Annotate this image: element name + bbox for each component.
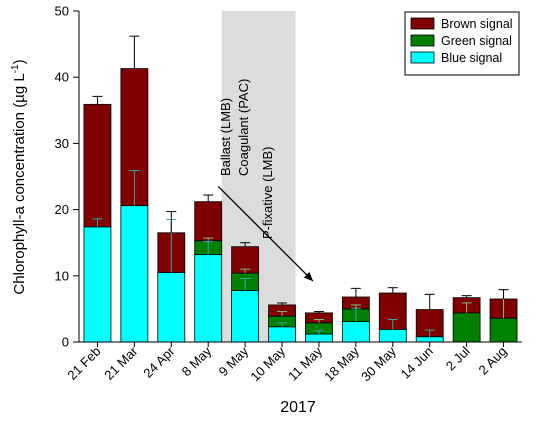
x-tick-label: 21 Mar	[101, 343, 141, 383]
y-tick-label: 20	[55, 202, 69, 217]
annotation-label: Coagulant (PAC)	[236, 79, 251, 176]
annotation-label: Ballast (LMB)	[218, 98, 233, 176]
bar-blue-signal	[120, 205, 149, 343]
bar-blue-signal	[378, 329, 407, 343]
legend-label: Brown signal	[441, 17, 513, 31]
bar-blue-signal	[194, 254, 223, 343]
legend-label: Blue signal	[441, 51, 502, 65]
y-tick-label: 0	[62, 335, 69, 350]
x-tick-label: 2 Jul	[443, 343, 473, 373]
bar-blue-signal	[83, 226, 112, 343]
y-axis-label-main: Chlorophyll-a concentration (µg L	[11, 73, 28, 294]
y-axis-label-end: )	[11, 59, 28, 64]
bars	[83, 68, 518, 343]
bar-blue-signal	[305, 333, 333, 343]
x-tick-label: 30 May	[358, 343, 399, 384]
arrow-head-icon	[303, 271, 313, 282]
x-tick-label: 21 Feb	[64, 344, 103, 383]
x-tick-label: 11 May	[285, 343, 325, 383]
y-tick-labels: 0 10 20 30 40 50	[55, 4, 69, 350]
x-tick-label: 14 Jun	[398, 344, 436, 382]
annotation-label: P-fixative (LMB)	[260, 147, 275, 239]
bar-blue-signal	[157, 272, 186, 343]
axes	[73, 10, 522, 347]
x-tick-label: 18 May	[321, 343, 362, 384]
treatment-annotations: Ballast (LMB) Coagulant (PAC) P-fixative (…	[217, 79, 314, 282]
bar-green-signal	[489, 317, 518, 343]
bar-green-signal	[452, 312, 481, 343]
y-axis-label: Chlorophyll-a concentration (µg L-1)	[10, 59, 28, 294]
error-bars	[92, 35, 509, 337]
legend-swatch	[410, 17, 435, 30]
legend-swatch	[410, 51, 435, 64]
x-tick-label: 10 May	[247, 343, 288, 384]
arrow-line	[217, 185, 314, 282]
x-tick-label: 24 Apr	[140, 343, 178, 381]
legend-swatch	[410, 34, 435, 47]
bar-brown-signal	[194, 201, 223, 242]
y-tick-label: 50	[55, 4, 69, 19]
bar-blue-signal	[415, 336, 444, 343]
y-tick-label: 10	[55, 268, 69, 283]
legend-label: Green signal	[441, 34, 512, 48]
y-tick-label: 30	[55, 136, 69, 151]
bar-blue-signal	[341, 321, 370, 343]
bar-blue-signal	[268, 326, 296, 343]
y-axis-label-superscript: -1	[10, 64, 21, 73]
bar-brown-signal	[83, 103, 112, 228]
x-axis-label: 2017	[280, 399, 316, 416]
y-tick-label: 40	[55, 70, 69, 85]
bar-blue-signal	[231, 289, 260, 343]
x-tick-label: 8 May	[179, 343, 215, 379]
legend: Brown signal Green signal Blue signal	[404, 11, 520, 76]
x-tick-label: 2 Aug	[476, 344, 510, 378]
